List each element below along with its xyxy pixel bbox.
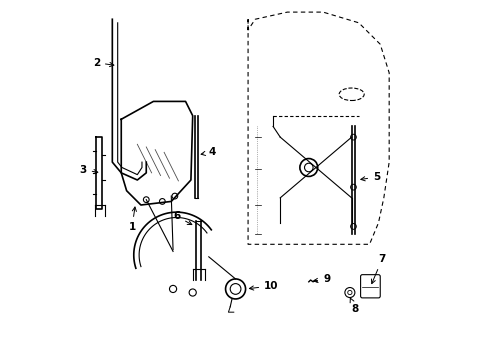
Text: 5: 5	[360, 172, 380, 182]
Text: 7: 7	[371, 254, 385, 284]
Text: 3: 3	[80, 165, 98, 175]
Text: 2: 2	[93, 58, 114, 68]
Text: 9: 9	[313, 274, 329, 284]
Text: 4: 4	[201, 147, 216, 157]
Text: 10: 10	[249, 281, 278, 291]
Text: 1: 1	[128, 207, 136, 232]
Text: 8: 8	[349, 298, 358, 314]
Text: 6: 6	[173, 211, 191, 225]
